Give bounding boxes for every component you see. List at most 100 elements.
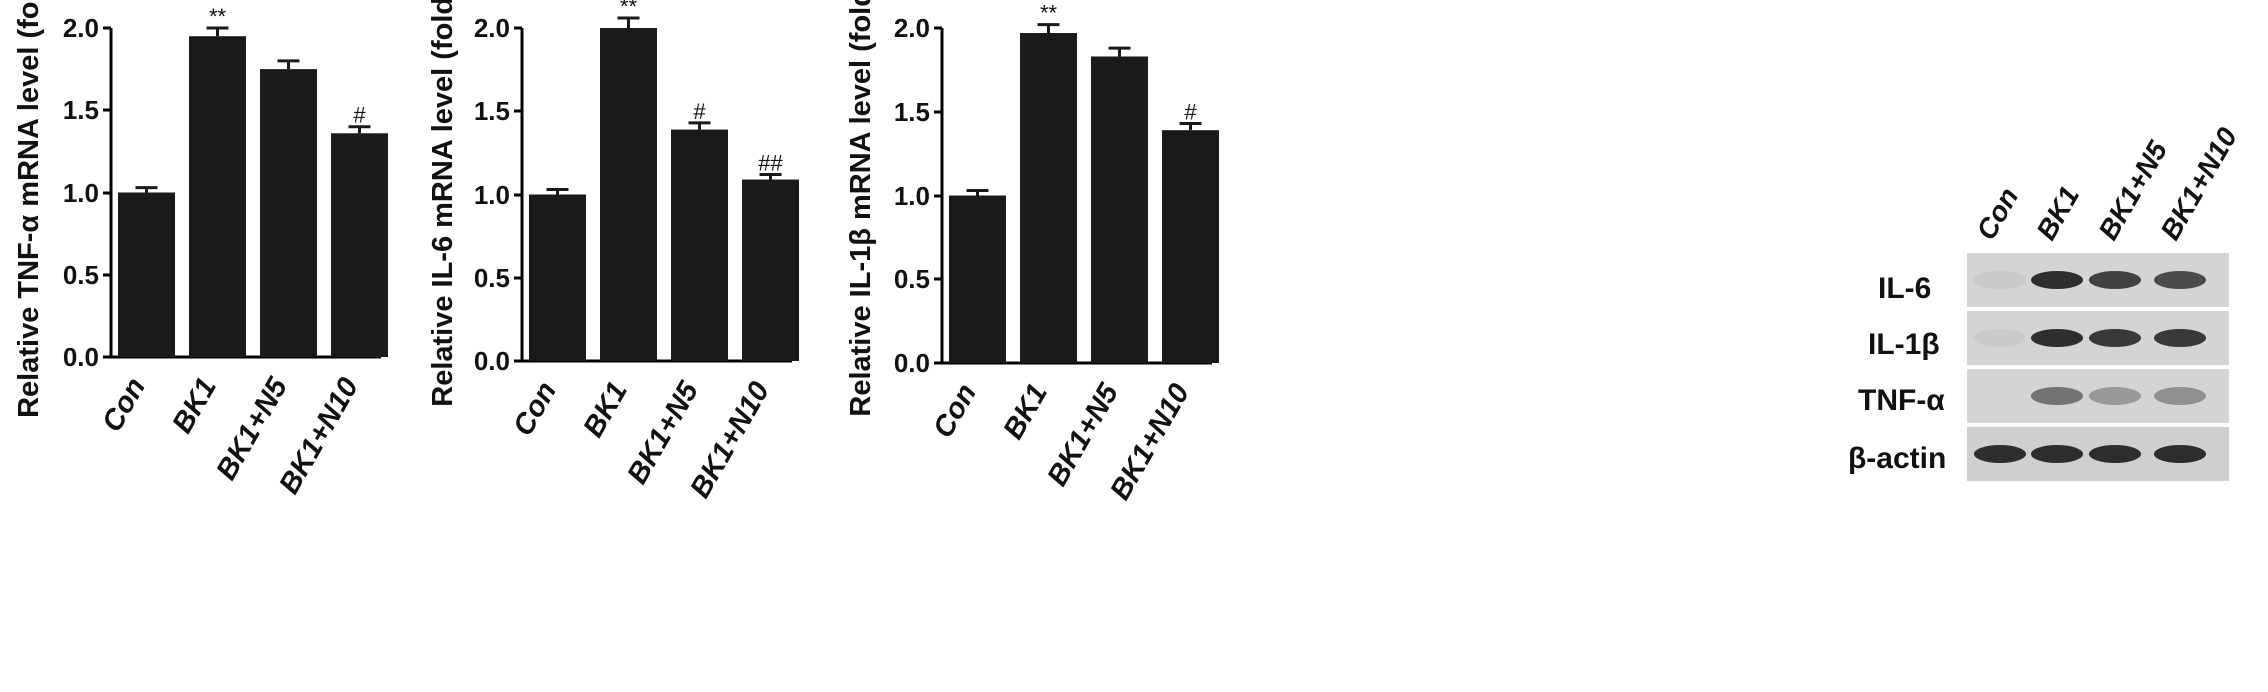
x-tick-label-con: Con — [96, 373, 152, 438]
y-tick: 2.0 — [474, 13, 522, 43]
y-tick-label: 2.0 — [474, 13, 510, 43]
y-tick-label: 1.5 — [474, 96, 510, 126]
y-tick: 1.5 — [474, 96, 522, 126]
blot-band — [1974, 445, 2026, 463]
y-axis-label: Relative TNF-α mRNA level (fold) — [13, 0, 45, 418]
significance-mark: # — [693, 99, 706, 124]
y-tick: 1.5 — [894, 97, 942, 127]
bars: ** # — [118, 4, 388, 357]
y-tick-label: 1.5 — [894, 97, 930, 127]
y-axis-label: Relative IL-1β mRNA level (fold) — [845, 0, 877, 417]
significance-mark: ** — [1040, 1, 1058, 26]
x-tick-labels: Con BK1 BK1+N5 BK1+N10 — [507, 376, 776, 504]
significance-mark: ** — [209, 4, 227, 29]
blot-strip-tnfa — [1967, 369, 2229, 423]
y-ticks: 0.0 0.5 1.0 1.5 2.0 — [63, 13, 111, 372]
bar — [260, 69, 317, 357]
y-tick: 1.0 — [63, 178, 111, 208]
y-ticks: 0.0 0.5 1.0 1.5 2.0 — [894, 13, 942, 378]
blot-strips — [1967, 253, 2229, 481]
protein-labels: IL-6 IL-1β TNF-α β-actin — [1848, 272, 1946, 475]
blot-strip-il1b — [1967, 311, 2229, 365]
x-tick-labels: Con BK1 BK1+N5 BK1+N10 — [927, 378, 1196, 506]
blot-band — [2031, 329, 2083, 347]
blot-band — [2089, 329, 2141, 347]
y-tick-label: 0.5 — [474, 263, 510, 293]
y-tick: 0.5 — [474, 263, 522, 293]
significance-mark: # — [1184, 99, 1197, 124]
y-tick: 0.0 — [63, 342, 111, 372]
significance-mark: # — [353, 103, 366, 128]
blot-band — [2154, 445, 2206, 463]
blot-band — [2031, 445, 2083, 463]
bar — [742, 179, 799, 361]
lane-labels: Con BK1 BK1+N5 BK1+N10 — [1970, 122, 2243, 245]
blot-strip-beta-actin — [1967, 427, 2229, 481]
y-tick-label: 0.5 — [63, 260, 99, 290]
y-tick-label: 1.0 — [894, 181, 930, 211]
blot-band — [2089, 271, 2141, 289]
tnf-alpha-bar-chart: Relative TNF-α mRNA level (fold) 0.0 0.5… — [13, 0, 388, 499]
protein-label-tnfa: TNF-α — [1858, 384, 1945, 417]
y-tick-label: 2.0 — [63, 13, 99, 43]
protein-label-il6: IL-6 — [1878, 272, 1931, 305]
blot-band — [2089, 387, 2141, 405]
significance-mark: ## — [758, 151, 783, 176]
lane-label-bk1: BK1 — [2030, 181, 2085, 245]
y-ticks: 0.0 0.5 1.0 1.5 2.0 — [474, 13, 522, 376]
y-tick-label: 0.0 — [894, 348, 930, 378]
y-tick: 1.0 — [474, 180, 522, 210]
blot-band — [2154, 387, 2206, 405]
x-tick-labels: Con BK1 BK1+N5 BK1+N10 — [96, 372, 365, 500]
y-tick-label: 0.0 — [63, 342, 99, 372]
bar — [1162, 130, 1219, 363]
x-tick-label-con: Con — [927, 379, 983, 444]
y-tick-label: 1.0 — [63, 178, 99, 208]
bar — [331, 133, 388, 357]
x-tick-label-bk1: BK1 — [166, 373, 223, 439]
bar — [118, 192, 175, 357]
x-tick-label-bk1: BK1 — [577, 377, 634, 443]
blot-band — [2154, 329, 2206, 347]
x-tick-label-con: Con — [507, 377, 563, 442]
blot-band — [2031, 271, 2083, 289]
blot-strip-il6 — [1967, 253, 2229, 307]
bars: **### — [529, 0, 799, 361]
bars: ** # — [949, 1, 1219, 364]
y-tick: 0.0 — [894, 348, 942, 378]
y-tick-label: 2.0 — [894, 13, 930, 43]
lane-label-con: Con — [1970, 182, 2024, 245]
y-tick-label: 1.0 — [474, 180, 510, 210]
y-tick: 0.5 — [63, 260, 111, 290]
blot-membrane — [1967, 369, 2229, 423]
x-tick-label-bk1: BK1 — [997, 379, 1054, 445]
protein-label-beta-actin: β-actin — [1848, 442, 1946, 475]
bar — [671, 129, 728, 361]
y-tick: 2.0 — [63, 13, 111, 43]
il6-bar-chart: Relative IL-6 mRNA level (fold) 0.0 0.5 … — [427, 0, 799, 503]
y-tick: 0.0 — [474, 346, 522, 376]
y-tick: 0.5 — [894, 264, 942, 294]
y-tick-label: 0.0 — [474, 346, 510, 376]
blot-band — [1974, 271, 2026, 289]
bar — [529, 194, 586, 361]
blot-band — [2031, 387, 2083, 405]
y-tick: 1.0 — [894, 181, 942, 211]
y-tick-label: 0.5 — [894, 264, 930, 294]
y-tick-label: 1.5 — [63, 95, 99, 125]
blot-band — [2154, 271, 2206, 289]
lane-label-bk1-n10: BK1+N10 — [2154, 122, 2243, 245]
significance-mark: ** — [620, 0, 638, 19]
bar — [1091, 56, 1148, 363]
bar — [949, 195, 1006, 363]
blot-band — [1974, 329, 2026, 347]
bar — [189, 36, 246, 357]
blot-band — [2089, 445, 2141, 463]
il1b-bar-chart: Relative IL-1β mRNA level (fold) 0.0 0.5… — [845, 0, 1219, 505]
bar — [600, 28, 657, 361]
y-axis-label: Relative IL-6 mRNA level (fold) — [427, 0, 459, 407]
y-tick: 2.0 — [894, 13, 942, 43]
protein-label-il1b: IL-1β — [1868, 328, 1940, 361]
western-blot: Con BK1 BK1+N5 BK1+N10 IL-6 IL-1β TNF-α … — [1848, 122, 2243, 481]
